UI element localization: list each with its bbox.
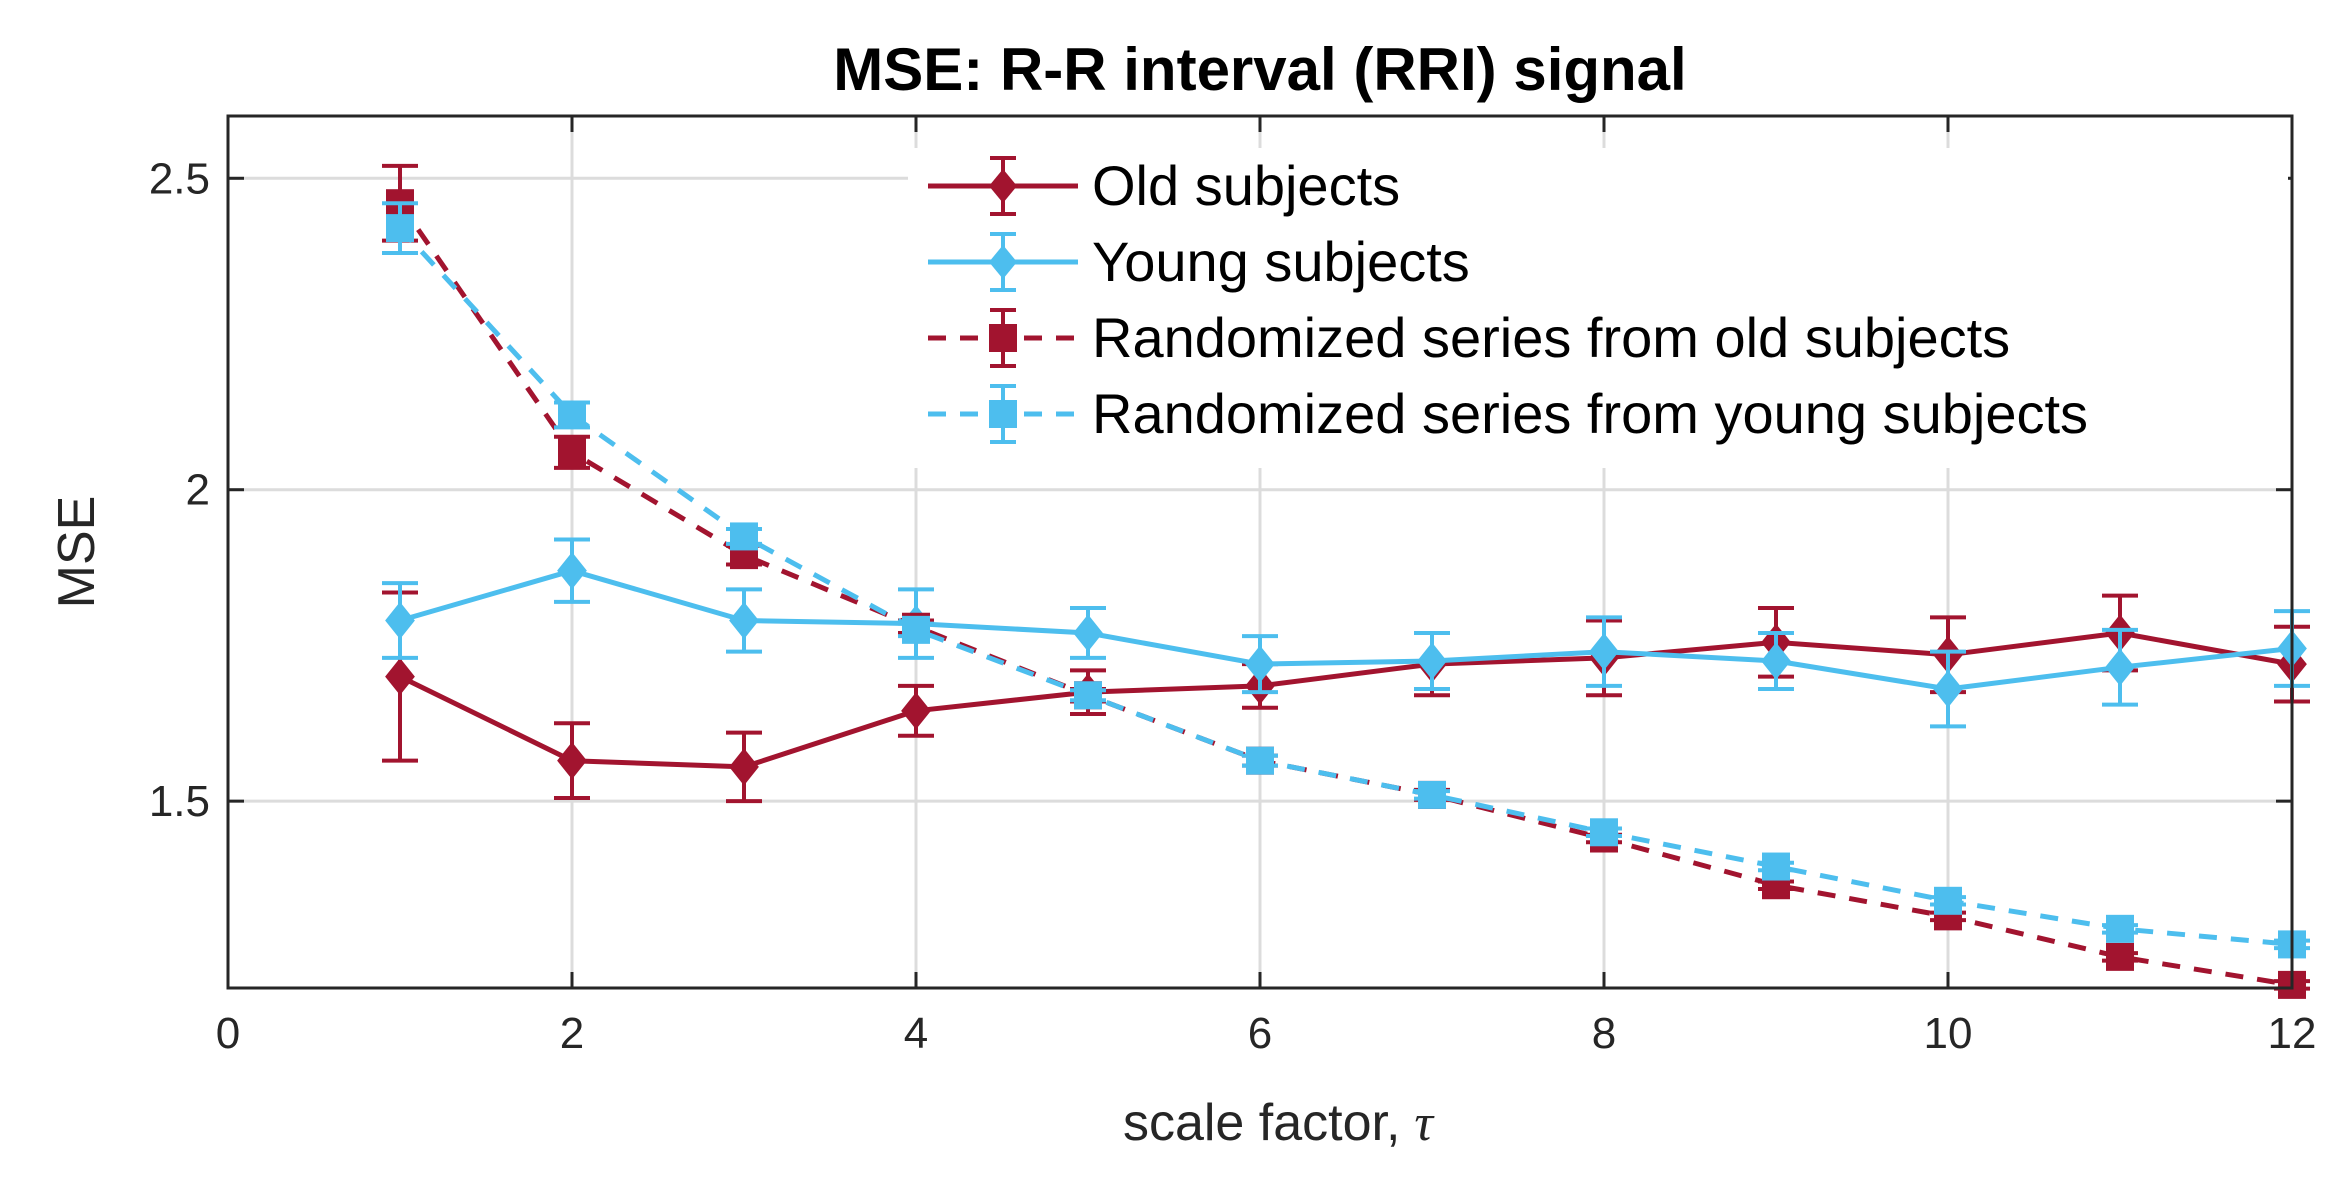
y-tick-label: 2.5 (149, 154, 210, 203)
legend-label: Randomized series from young subjects (1092, 382, 2088, 445)
legend-items: Old subjects Young subjects Randomized ser… (928, 154, 2088, 445)
data-point-diamond (1761, 642, 1791, 680)
data-point-diamond (1245, 645, 1275, 683)
data-point-square (558, 438, 586, 467)
y-tick-label: 1.5 (149, 777, 210, 826)
legend-item-1: Old subjects (928, 154, 1400, 217)
data-point-square (2106, 942, 2134, 971)
data-point-diamond (729, 601, 759, 640)
data-point-square (2106, 914, 2134, 943)
legend-item-4: Randomized series from young subjects (928, 382, 2088, 445)
data-point-diamond (385, 601, 415, 640)
data-point-diamond (385, 657, 415, 696)
x-tick-label: 10 (1924, 1009, 1973, 1058)
data-point-square (1074, 681, 1102, 710)
data-point-diamond (1589, 633, 1619, 671)
legend-marker-diamond (989, 169, 1017, 203)
y-axis-label: MSE (48, 496, 106, 609)
x-tick-label: 0 (216, 1009, 240, 1058)
data-point-diamond (2105, 648, 2135, 686)
chart-title: MSE: R-R interval (RRI) signal (833, 36, 1686, 103)
legend-marker-square (989, 324, 1017, 352)
data-point-square (1246, 746, 1274, 775)
y-tick-label: 2 (186, 466, 210, 515)
axes: 0 2 4 6 8 10 12 1.5 2 2.5 (149, 114, 2317, 1058)
data-point-square (1590, 818, 1618, 847)
series-line (398, 630, 2293, 770)
series-line (398, 226, 2293, 947)
legend: Old subjects Young subjects Randomized ser… (908, 148, 2288, 468)
legend-label: Young subjects (1092, 230, 1470, 293)
data-point-square (1762, 852, 1790, 881)
legend-item-2: Young subjects (928, 230, 1470, 293)
legend-label: Randomized series from old subjects (1092, 306, 2010, 369)
data-point-diamond (901, 692, 931, 730)
x-tick-label: 4 (904, 1009, 928, 1058)
legend-box (908, 148, 2288, 468)
x-tick-label: 2 (560, 1009, 584, 1058)
x-tick-label: 12 (2268, 1009, 2317, 1058)
series-layer (382, 163, 2310, 999)
x-tick-label: 8 (1592, 1009, 1616, 1058)
x-axis-label: scale factor, τ (1123, 1094, 1435, 1152)
data-point-diamond (1073, 614, 1103, 652)
data-point-square (902, 615, 930, 644)
legend-item-3: Randomized series from old subjects (928, 306, 2010, 369)
legend-marker-diamond (989, 245, 1017, 279)
x-tick-label: 6 (1248, 1009, 1272, 1058)
series-line (397, 201, 2293, 988)
legend-marker-square (989, 400, 1017, 428)
data-point-square (558, 400, 586, 429)
data-point-square (730, 522, 758, 551)
data-point-square (386, 214, 414, 243)
series-2 (382, 537, 2310, 729)
data-point-diamond (1417, 642, 1447, 680)
legend-label: Old subjects (1092, 154, 1400, 217)
series-4 (382, 201, 2310, 959)
data-point-diamond (557, 552, 587, 590)
data-point-diamond (729, 748, 759, 786)
data-point-diamond (1933, 670, 1963, 708)
x-axis-label-symbol: τ (1414, 1095, 1435, 1152)
data-point-diamond (557, 742, 587, 780)
x-axis-label-text: scale factor, (1123, 1094, 1400, 1152)
data-point-square (1418, 780, 1446, 809)
data-point-square (1934, 886, 1962, 915)
series-line (399, 568, 2293, 692)
